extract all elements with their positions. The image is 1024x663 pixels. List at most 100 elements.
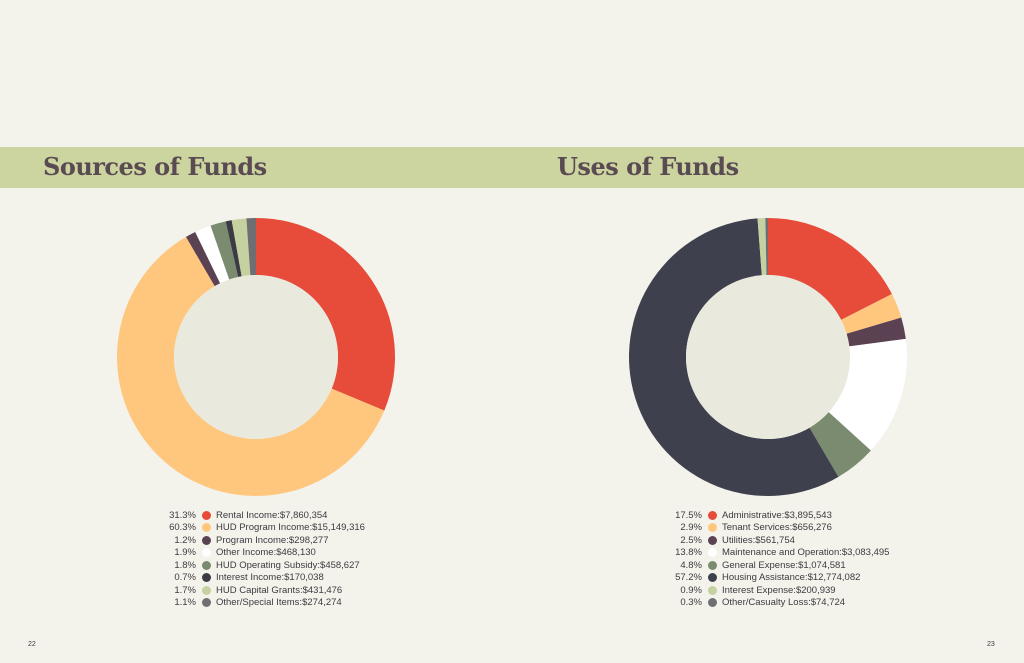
uses-legend-amount: $3,083,495 xyxy=(841,547,890,559)
uses-of-funds-title: Uses of Funds xyxy=(557,152,739,181)
sources-slice-program-income xyxy=(185,231,221,287)
uses-slice-maintenance-and-operation xyxy=(828,338,907,451)
sources-legend-percent: 1.2% xyxy=(174,534,196,546)
uses-legend-category: Tenant Services xyxy=(722,522,790,534)
uses-slice-housing-assistance xyxy=(629,218,839,496)
uses-legend-percent: 57.2% xyxy=(675,572,702,584)
uses-legend-amount: $656,276 xyxy=(792,522,832,534)
sources-of-funds-legend: 31.3% Rental Income: $7,860,354 60.3% HUD P… xyxy=(150,509,365,609)
sources-slice-hud-program-income xyxy=(116,236,385,496)
uses-slice-general-expense xyxy=(809,412,871,477)
sources-slice-interest-income xyxy=(225,220,242,277)
page-number-right: 23 xyxy=(987,641,995,648)
sources-legend-percent: 31.3% xyxy=(169,509,196,521)
uses-legend-category: Housing Assistance xyxy=(722,572,805,584)
sources-slice-other-income xyxy=(195,225,230,284)
uses-legend-percent: 2.5% xyxy=(680,534,702,546)
uses-legend-separator: : xyxy=(793,584,796,596)
uses-legend-separator: : xyxy=(808,597,811,609)
sources-slice-hud-operating-subsidy xyxy=(210,221,239,280)
uses-legend-percent: 0.3% xyxy=(680,597,702,609)
uses-legend-percent: 0.9% xyxy=(680,584,702,596)
sources-legend-swatch xyxy=(202,573,211,583)
sources-legend-separator: : xyxy=(277,509,280,521)
uses-donut-hole xyxy=(686,275,850,439)
uses-legend-swatch xyxy=(708,598,717,608)
uses-legend-amount: $561,754 xyxy=(755,534,795,546)
sources-legend-item: 0.7% Interest Income: $170,038 xyxy=(150,572,365,585)
sources-of-funds-donut-chart xyxy=(116,218,395,496)
uses-legend-category: Utilities xyxy=(722,534,753,546)
uses-legend-item: 57.2% Housing Assistance: $12,774,082 xyxy=(656,572,889,585)
sources-legend-percent: 1.8% xyxy=(174,559,196,571)
uses-legend-category: Administrative xyxy=(722,509,782,521)
sources-legend-amount: $458,627 xyxy=(320,559,360,571)
uses-legend-amount: $3,895,543 xyxy=(784,509,832,521)
sources-legend-amount: $7,860,354 xyxy=(279,509,328,521)
sources-legend-percent: 1.1% xyxy=(174,597,196,609)
sources-legend-item: 31.3% Rental Income: $7,860,354 xyxy=(150,509,365,522)
sources-legend-item: 1.9% Other Income: $468,130 xyxy=(150,547,365,560)
sources-slice-rental-income xyxy=(256,218,395,411)
sources-legend-category: HUD Capital Grants xyxy=(216,584,300,596)
uses-legend-swatch xyxy=(708,573,717,583)
sources-legend-category: Program Income xyxy=(216,534,287,546)
sources-legend-item: 60.3% HUD Program Income: $15,149,316 xyxy=(150,522,365,535)
sources-legend-separator: : xyxy=(317,559,321,571)
sources-slice-hud-capital-grants xyxy=(231,218,251,277)
page-number-left: 22 xyxy=(28,641,36,648)
uses-legend-amount: $200,939 xyxy=(795,584,836,596)
sources-legend-item: 1.2% Program Income: $298,277 xyxy=(150,534,365,547)
sources-legend-percent: 1.9% xyxy=(174,547,196,559)
uses-legend-item: 13.8% Maintenance and Operation: $3,083,4… xyxy=(656,547,889,560)
sources-legend-amount: $298,277 xyxy=(288,534,329,546)
uses-slice-tenant-services xyxy=(841,294,902,334)
uses-legend-swatch xyxy=(708,560,717,570)
sources-legend-item: 1.8% HUD Operating Subsidy: $458,627 xyxy=(150,559,365,572)
uses-slice-utilities xyxy=(846,317,906,347)
sources-legend-separator: : xyxy=(309,522,313,534)
sources-legend-amount: $15,149,316 xyxy=(312,522,365,534)
sources-legend-percent: 0.7% xyxy=(174,572,196,584)
sources-legend-separator: : xyxy=(299,584,303,596)
sources-slice-other-special-items xyxy=(246,218,256,276)
uses-legend-separator: : xyxy=(804,572,808,584)
uses-legend-swatch xyxy=(708,548,717,558)
sources-legend-swatch xyxy=(202,598,211,608)
uses-legend-category: Other/Casualty Loss xyxy=(722,597,809,609)
uses-legend-separator: : xyxy=(781,509,785,521)
uses-legend-swatch xyxy=(708,523,717,533)
sources-legend-item: 1.1% Other/Special Items: $274,274 xyxy=(150,597,365,610)
sources-legend-swatch xyxy=(202,523,211,533)
uses-legend-amount: $74,724 xyxy=(810,597,846,609)
uses-legend-item: 17.5% Administrative: $3,895,543 xyxy=(656,509,889,522)
sources-legend-swatch xyxy=(202,535,211,545)
uses-of-funds-donut-chart xyxy=(629,218,907,496)
uses-legend-amount: $12,774,082 xyxy=(807,572,861,584)
sources-legend-percent: 60.3% xyxy=(169,522,196,534)
uses-slice-other-casualty-loss xyxy=(765,218,768,276)
sources-legend-percent: 1.7% xyxy=(174,584,196,596)
sources-legend-amount: $431,476 xyxy=(302,584,343,596)
uses-legend-separator: : xyxy=(752,534,756,546)
sources-legend-separator: : xyxy=(281,572,285,584)
sources-legend-separator: : xyxy=(273,547,277,559)
uses-legend-category: Interest Expense xyxy=(722,584,794,596)
sources-legend-amount: $170,038 xyxy=(284,572,324,584)
sources-legend-item: 1.7% HUD Capital Grants: $431,476 xyxy=(150,584,365,597)
sources-legend-category: Rental Income xyxy=(216,509,278,521)
uses-legend-percent: 4.8% xyxy=(680,559,702,571)
uses-legend-item: 0.9% Interest Expense: $200,939 xyxy=(656,584,889,597)
sources-of-funds-title: Sources of Funds xyxy=(43,152,267,181)
sources-legend-category: HUD Operating Subsidy xyxy=(216,559,318,571)
uses-slice-interest-expense xyxy=(757,218,767,276)
uses-of-funds-legend: 17.5% Administrative: $3,895,543 2.9% Tenan… xyxy=(656,509,889,609)
title-band xyxy=(0,147,1024,188)
uses-legend-item: 4.8% General Expense: $1,074,581 xyxy=(656,559,889,572)
sources-legend-category: Interest Income xyxy=(216,572,282,584)
sources-donut-hole xyxy=(174,275,338,439)
sources-legend-swatch xyxy=(202,548,211,558)
uses-legend-swatch xyxy=(708,535,717,545)
sources-legend-swatch xyxy=(202,510,211,520)
uses-legend-item: 2.5% Utilities: $561,754 xyxy=(656,534,889,547)
